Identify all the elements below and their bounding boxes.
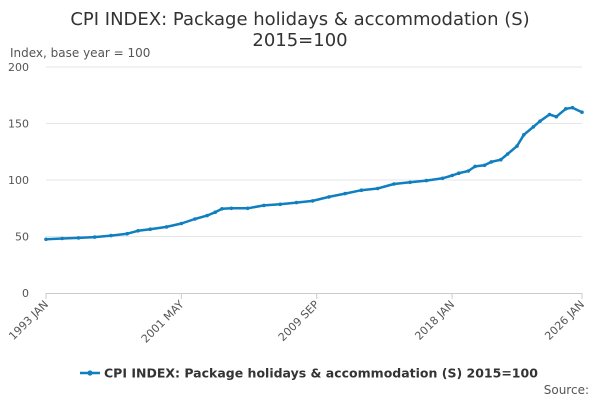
data-point[interactable]: [229, 206, 234, 211]
data-point[interactable]: [482, 163, 487, 168]
y-axis-unit-label: Index, base year = 100: [10, 46, 150, 60]
y-tick-label: 150: [8, 118, 29, 131]
data-point[interactable]: [213, 210, 217, 214]
data-point[interactable]: [450, 173, 454, 178]
data-point[interactable]: [205, 213, 209, 218]
data-point[interactable]: [466, 169, 471, 173]
y-tick-label: 0: [22, 287, 29, 300]
legend[interactable]: CPI INDEX: Package holidays & accommodat…: [80, 366, 538, 381]
chart-title-line-1: CPI INDEX: Package holidays & accommodat…: [70, 9, 529, 30]
series-layer: [44, 105, 584, 242]
data-point[interactable]: [278, 202, 283, 207]
x-tick-label: 2009 SEP: [276, 298, 322, 344]
gridlines: [46, 66, 582, 237]
data-point[interactable]: [125, 231, 129, 236]
data-point[interactable]: [164, 225, 169, 229]
data-point[interactable]: [44, 237, 48, 242]
data-point[interactable]: [522, 133, 526, 137]
data-point[interactable]: [220, 207, 224, 211]
data-point[interactable]: [148, 227, 152, 231]
y-tick-label: 200: [8, 61, 29, 74]
data-point[interactable]: [375, 186, 380, 191]
x-tick-label: 2018 JAN: [412, 298, 457, 343]
data-point[interactable]: [245, 206, 250, 211]
data-point[interactable]: [499, 157, 503, 162]
data-point[interactable]: [473, 164, 477, 169]
data-point[interactable]: [294, 200, 299, 205]
y-tick-label: 100: [8, 174, 29, 187]
data-point[interactable]: [408, 180, 412, 185]
data-point[interactable]: [505, 152, 510, 156]
data-point[interactable]: [531, 125, 536, 129]
data-point[interactable]: [424, 178, 429, 183]
data-point[interactable]: [60, 236, 64, 241]
data-point[interactable]: [327, 195, 331, 199]
y-tick-label: 50: [15, 231, 29, 244]
data-point[interactable]: [554, 114, 559, 119]
data-point[interactable]: [109, 233, 113, 238]
data-point[interactable]: [92, 235, 97, 239]
data-point[interactable]: [489, 160, 494, 164]
data-point[interactable]: [580, 110, 584, 114]
x-tick-label: 2026 JAN: [542, 298, 587, 343]
data-point[interactable]: [570, 105, 575, 110]
data-point[interactable]: [179, 221, 184, 226]
chart-title-line-2: 2015=100: [252, 30, 347, 51]
data-point[interactable]: [193, 217, 197, 221]
data-point[interactable]: [262, 203, 266, 208]
data-point[interactable]: [343, 191, 347, 196]
data-point[interactable]: [515, 144, 519, 148]
legend-point-marker: [87, 370, 93, 376]
data-point[interactable]: [564, 107, 568, 111]
data-point[interactable]: [547, 112, 552, 117]
data-point[interactable]: [136, 229, 140, 233]
legend-series-label: CPI INDEX: Package holidays & accommodat…: [104, 366, 538, 381]
data-point[interactable]: [457, 171, 461, 175]
data-point[interactable]: [392, 182, 396, 186]
source-label[interactable]: Source:: [544, 383, 589, 397]
y-axis-ticks: 0 50 100 150 200: [8, 61, 29, 300]
data-point[interactable]: [310, 199, 315, 203]
data-point[interactable]: [359, 188, 364, 192]
data-point[interactable]: [440, 176, 445, 181]
x-axis-ticks: 1993 JAN 2001 MAY 2009 SEP 2018 JAN 2026 JAN: [6, 293, 587, 346]
series-line[interactable]: [45, 106, 583, 241]
data-point[interactable]: [76, 236, 81, 240]
x-tick-label: 2001 MAY: [139, 298, 187, 346]
x-tick-label: 1993 JAN: [6, 298, 51, 343]
data-point[interactable]: [538, 119, 542, 123]
